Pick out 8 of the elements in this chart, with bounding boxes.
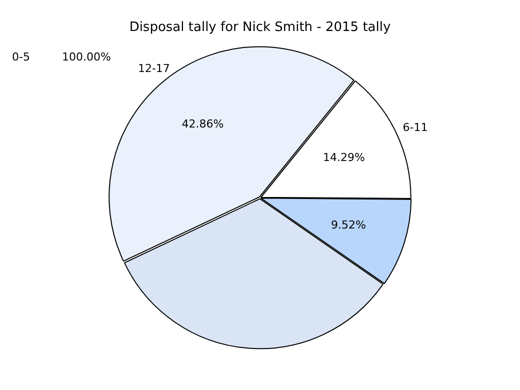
text: 100.00% [62,50,111,64]
chart-title: Disposal tally for Nick Smith - 2015 tally [129,20,391,36]
data-label: 9.52% [331,218,366,232]
slice-label: 12-17 [138,62,170,75]
data-label: 14.29% [322,151,365,164]
data-label: 42.86% [182,118,224,131]
slice-label: 6-11 [402,120,428,134]
text: 0-5 [12,50,30,64]
